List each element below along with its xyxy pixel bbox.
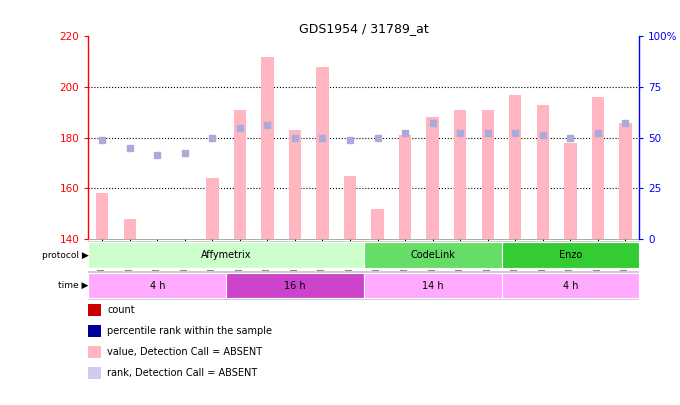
- Bar: [619, 122, 632, 239]
- Bar: [502, 242, 639, 268]
- Text: 14 h: 14 h: [422, 281, 443, 290]
- Text: Enzo: Enzo: [559, 250, 582, 260]
- Text: rank, Detection Call = ABSENT: rank, Detection Call = ABSENT: [107, 368, 258, 378]
- Bar: [364, 273, 502, 298]
- Bar: [592, 97, 604, 239]
- Bar: [96, 194, 108, 239]
- Text: 4 h: 4 h: [562, 281, 578, 290]
- Bar: [344, 176, 356, 239]
- Text: time ▶: time ▶: [58, 281, 88, 290]
- Text: 4 h: 4 h: [150, 281, 165, 290]
- Bar: [289, 130, 301, 239]
- Text: 16 h: 16 h: [284, 281, 306, 290]
- Bar: [261, 57, 273, 239]
- Bar: [88, 242, 364, 268]
- Bar: [316, 67, 328, 239]
- Text: count: count: [107, 305, 135, 315]
- Bar: [502, 273, 639, 298]
- Bar: [537, 105, 549, 239]
- Text: value, Detection Call = ABSENT: value, Detection Call = ABSENT: [107, 347, 262, 357]
- Bar: [371, 209, 384, 239]
- Text: CodeLink: CodeLink: [410, 250, 455, 260]
- Bar: [564, 143, 577, 239]
- Bar: [481, 110, 494, 239]
- Bar: [206, 178, 218, 239]
- Bar: [454, 110, 466, 239]
- Bar: [124, 219, 136, 239]
- Bar: [234, 110, 246, 239]
- Bar: [426, 117, 439, 239]
- Text: protocol ▶: protocol ▶: [41, 251, 88, 260]
- Title: GDS1954 / 31789_at: GDS1954 / 31789_at: [299, 22, 428, 35]
- Bar: [364, 242, 502, 268]
- Bar: [88, 273, 226, 298]
- Bar: [226, 273, 364, 298]
- Bar: [509, 95, 522, 239]
- Bar: [399, 135, 411, 239]
- Text: Affymetrix: Affymetrix: [201, 250, 252, 260]
- Text: percentile rank within the sample: percentile rank within the sample: [107, 326, 273, 336]
